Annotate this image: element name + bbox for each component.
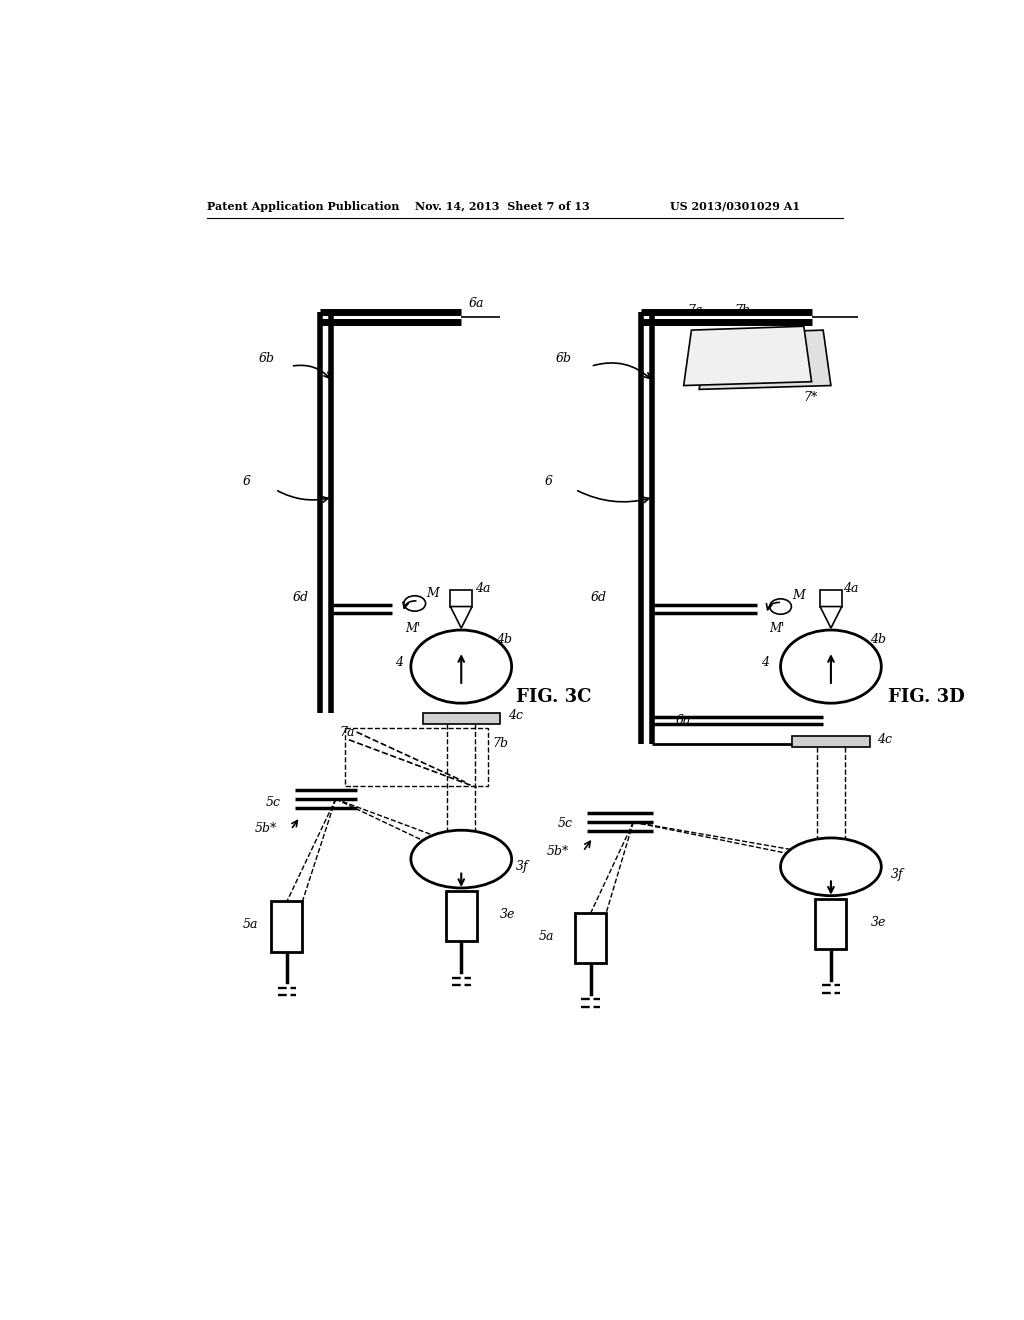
Polygon shape bbox=[451, 607, 472, 628]
Text: 7*: 7* bbox=[804, 391, 818, 404]
Ellipse shape bbox=[403, 595, 426, 611]
Text: 6d: 6d bbox=[292, 591, 308, 603]
Bar bbox=[271, 902, 302, 952]
Bar bbox=[815, 899, 847, 949]
Text: US 2013/0301029 A1: US 2013/0301029 A1 bbox=[671, 201, 801, 211]
Bar bbox=[451, 590, 472, 607]
Text: 3e: 3e bbox=[871, 916, 887, 929]
Text: 7b: 7b bbox=[493, 737, 508, 750]
Text: 4c: 4c bbox=[508, 709, 522, 722]
Text: 6b: 6b bbox=[258, 352, 274, 366]
Text: 6: 6 bbox=[243, 475, 251, 488]
Text: 3e: 3e bbox=[500, 908, 515, 921]
Text: 4b: 4b bbox=[869, 634, 886, 647]
Text: FIG. 3C: FIG. 3C bbox=[515, 689, 591, 706]
Ellipse shape bbox=[780, 630, 882, 704]
Text: Patent Application Publication: Patent Application Publication bbox=[207, 201, 399, 211]
Text: 6a: 6a bbox=[676, 714, 691, 727]
Text: 6a: 6a bbox=[469, 297, 484, 310]
Text: 5c: 5c bbox=[558, 817, 573, 830]
Text: Nov. 14, 2013  Sheet 7 of 13: Nov. 14, 2013 Sheet 7 of 13 bbox=[415, 201, 590, 211]
Text: 5b*: 5b* bbox=[547, 845, 568, 858]
Ellipse shape bbox=[780, 838, 882, 896]
Text: 7a: 7a bbox=[340, 726, 355, 739]
Text: M': M' bbox=[769, 622, 784, 635]
Ellipse shape bbox=[411, 830, 512, 888]
Bar bbox=[445, 891, 477, 941]
Text: 4: 4 bbox=[761, 656, 769, 669]
Bar bbox=[820, 590, 842, 607]
Text: 4a: 4a bbox=[475, 582, 490, 594]
Bar bbox=[793, 737, 869, 747]
Text: 4c: 4c bbox=[878, 733, 893, 746]
Text: M: M bbox=[793, 589, 805, 602]
Text: 3f: 3f bbox=[515, 861, 528, 874]
Text: M': M' bbox=[406, 622, 421, 635]
Bar bbox=[345, 729, 488, 785]
Text: 3f: 3f bbox=[891, 869, 903, 880]
Text: 5b*: 5b* bbox=[254, 822, 276, 834]
Polygon shape bbox=[699, 330, 830, 389]
Ellipse shape bbox=[411, 630, 512, 704]
Polygon shape bbox=[820, 607, 842, 628]
Text: 5a: 5a bbox=[539, 929, 554, 942]
Polygon shape bbox=[684, 326, 812, 385]
Bar bbox=[575, 913, 606, 964]
Text: FIG. 3D: FIG. 3D bbox=[888, 689, 965, 706]
Text: 5a: 5a bbox=[243, 917, 258, 931]
Text: M: M bbox=[426, 587, 439, 601]
Text: 5c: 5c bbox=[266, 796, 281, 809]
Text: 6b: 6b bbox=[556, 352, 571, 366]
Text: 6: 6 bbox=[544, 475, 552, 488]
Text: 7a: 7a bbox=[687, 305, 703, 317]
Text: 4: 4 bbox=[395, 656, 403, 669]
Text: 4b: 4b bbox=[496, 634, 512, 647]
Text: 7b: 7b bbox=[734, 305, 750, 317]
Bar bbox=[423, 713, 500, 723]
Ellipse shape bbox=[770, 599, 792, 614]
Text: 4a: 4a bbox=[844, 582, 859, 594]
Text: 6d: 6d bbox=[591, 591, 606, 603]
